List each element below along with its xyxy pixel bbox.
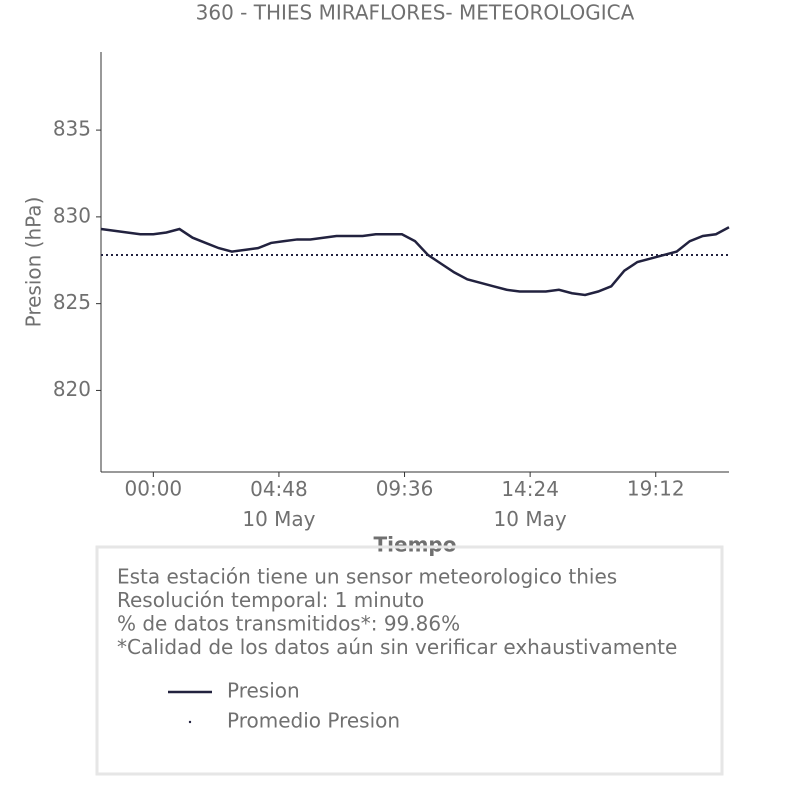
x-tick-label: 19:12 bbox=[627, 477, 685, 501]
x-tick-label: 09:36 bbox=[376, 477, 434, 501]
legend-swatch bbox=[188, 720, 192, 724]
y-axis-label: Presion (hPa) bbox=[22, 197, 46, 328]
info-text: % de datos transmitidos*: 99.86% bbox=[117, 612, 460, 636]
info-text: *Calidad de los datos aún sin verificar … bbox=[117, 635, 677, 659]
data-line bbox=[100, 226, 730, 297]
y-tick-label: 835 bbox=[53, 117, 91, 141]
y-tick-label: 825 bbox=[53, 290, 91, 314]
x-tick-label: 00:00 bbox=[125, 477, 183, 501]
y-tick-label: 820 bbox=[53, 377, 91, 401]
x-axis-label: Tiempo bbox=[374, 533, 457, 557]
y-tick-label: 830 bbox=[53, 203, 91, 227]
x-tick-label: 14:24 10 May bbox=[494, 477, 567, 531]
info-box bbox=[95, 545, 724, 776]
info-text: Esta estación tiene un sensor meteorolog… bbox=[117, 565, 617, 589]
info-text: Resolución temporal: 1 minuto bbox=[117, 588, 424, 612]
x-tick-label: 04:48 10 May bbox=[242, 477, 315, 531]
legend-label: Presion bbox=[227, 679, 300, 703]
legend-label: Promedio Presion bbox=[227, 709, 400, 733]
chart-title: 360 - THIES MIRAFLORES- METEOROLOGICA bbox=[196, 1, 635, 25]
